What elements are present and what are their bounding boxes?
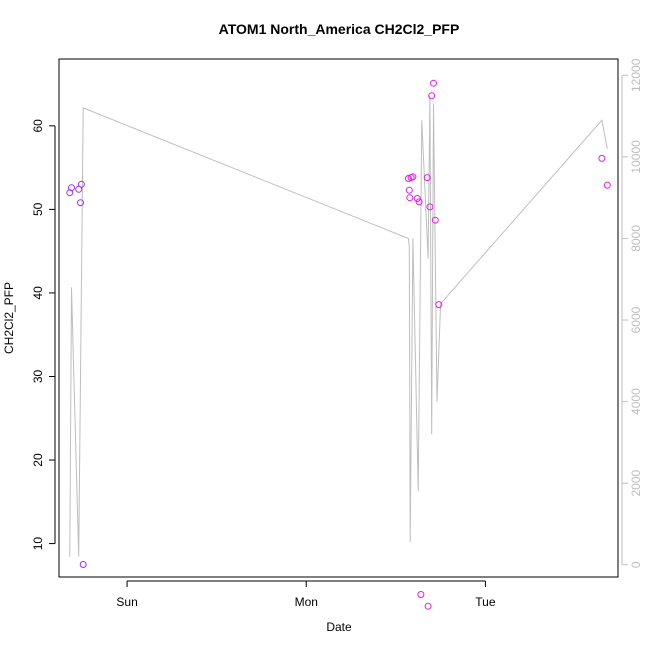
y-tick-label-right: 10000 — [629, 140, 643, 174]
data-point — [409, 173, 417, 181]
data-point — [426, 203, 434, 211]
data-point — [603, 181, 611, 189]
data-point — [77, 180, 85, 188]
data-point — [415, 198, 423, 206]
y-tick-label-left: 10 — [31, 537, 45, 551]
data-point — [417, 591, 425, 598]
y-axis-right: 0 2000 4000 6000 8000 10000 12000 — [621, 58, 643, 568]
x-axis: Sun Mon Tue — [116, 580, 496, 609]
y-tick-label-right: 8000 — [629, 225, 643, 252]
y-axis-left: 10 20 30 40 50 60 — [31, 119, 56, 551]
data-point — [68, 184, 75, 192]
data-point — [406, 194, 414, 202]
chart-title: ATOM1 North_America CH2Cl2_PFP — [219, 21, 460, 37]
right-series-line-group — [69, 95, 608, 557]
y-tick-label-right: 0 — [629, 561, 643, 568]
y-tick-label-right: 2000 — [629, 470, 643, 497]
x-tick-label: Mon — [295, 595, 318, 609]
y-tick-label-left: 60 — [31, 119, 45, 133]
x-axis-label: Date — [326, 620, 352, 634]
plot-box — [58, 58, 619, 578]
x-tick-label: Tue — [475, 595, 496, 609]
y-tick-label-right: 6000 — [629, 306, 643, 333]
y-tick-label-left: 40 — [31, 286, 45, 300]
data-point — [79, 561, 87, 568]
data-point — [413, 195, 421, 202]
right-series-line — [69, 95, 608, 557]
points-group — [66, 79, 611, 610]
data-point — [435, 301, 443, 309]
y-tick-label-left: 20 — [31, 453, 45, 467]
data-point — [77, 199, 84, 207]
y-tick-label-right: 4000 — [629, 388, 643, 415]
data-point — [423, 174, 431, 182]
data-point — [428, 92, 436, 100]
y-axis-label: CH2Cl2_PFP — [2, 282, 16, 354]
y-tick-label-left: 50 — [31, 202, 45, 216]
data-point — [66, 189, 74, 197]
data-point — [598, 154, 606, 162]
data-point — [430, 79, 437, 87]
y-tick-label-left: 30 — [31, 369, 45, 383]
x-tick-label: Sun — [116, 595, 137, 609]
data-point — [405, 186, 413, 194]
data-point — [431, 216, 439, 224]
y-tick-label-right: 12000 — [629, 58, 643, 92]
data-point — [424, 602, 432, 610]
